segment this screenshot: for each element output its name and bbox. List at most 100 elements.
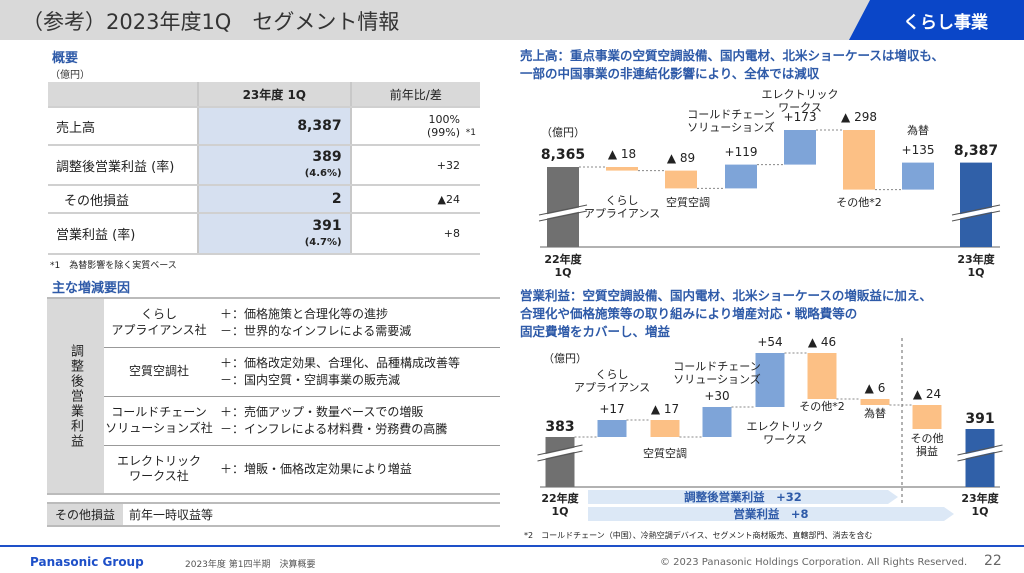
page-number: 22 — [984, 553, 1002, 569]
factor-minus: －：国内空質・空調事業の販売減 — [220, 372, 401, 387]
bar-increase — [902, 162, 934, 190]
bar-end — [960, 162, 992, 247]
factor-plus: ＋：売価アップ・数量ベースでの増販 — [220, 404, 424, 419]
factor-plus: ＋：増販・価格改定効果により増益 — [220, 461, 412, 476]
segment-tab: くらし事業 — [849, 0, 1024, 40]
row-diff: +8 — [350, 213, 480, 255]
data-label: ▲ 298 — [841, 110, 877, 124]
bar-increase — [755, 353, 785, 407]
category-label: コールドチェーン ソリューションズ — [673, 360, 761, 387]
summary-table: 23年度 1Q 前年比/差 売上高 8,387 100% (99%) *1 調整後営業利益… — [48, 82, 480, 255]
other-income-row: その他損益 前年一時収益等 — [47, 502, 500, 527]
data-label: +173 — [783, 110, 817, 124]
bar-decrease — [843, 130, 875, 190]
data-label: +17 — [599, 402, 625, 416]
table-row: その他損益 2 ▲24 — [48, 185, 480, 214]
category-label: 空質空調 — [643, 447, 687, 460]
axis-break — [537, 444, 583, 456]
factors-table: 調整後営業利益 くらし アプライアンス社 ＋：価格施策と合理化等の進捗 －：世界的なイ… — [47, 297, 500, 495]
data-label: ▲ 6 — [864, 381, 886, 395]
category-label: その他*2 — [836, 196, 882, 209]
category-label: 22年度 1Q — [544, 253, 582, 280]
category-label: その他*2 — [799, 400, 845, 413]
page-title: （参考）2023年度1Q セグメント情報 — [22, 10, 400, 34]
group-label: 調整後営業利益 — [47, 298, 104, 494]
factor-minus: －：世界的なインフレによる需要減 — [220, 323, 412, 338]
bar-decrease — [912, 405, 942, 429]
brand-logo: Panasonic Group — [30, 555, 144, 569]
bar-decrease — [807, 353, 837, 399]
operating-profit-arrow: 営業利益 +8 — [588, 507, 954, 521]
bar-start — [547, 167, 579, 247]
category-label: 23年度 1Q — [957, 253, 995, 280]
axis-break — [537, 446, 583, 460]
bar-decrease — [650, 420, 680, 437]
footer-line — [0, 545, 1024, 547]
axis-break — [951, 206, 1001, 220]
factor-plus: ＋：価格施策と合理化等の進捗 — [220, 306, 389, 321]
summary-footnote: *1 為替影響を除く実質ベース — [50, 261, 177, 271]
row-diff-real: (99%) — [426, 126, 460, 139]
axis-break — [951, 204, 1001, 216]
table-row: 調整後営業利益 くらし アプライアンス社 ＋：価格施策と合理化等の進捗 －：世界的なイ… — [47, 298, 500, 494]
summary-unit: （億円） — [50, 70, 90, 81]
unit-label: （億円） — [541, 126, 585, 139]
row-label: その他損益 — [48, 185, 198, 214]
category-label: くらし アプライアンス — [573, 368, 651, 395]
axis-break — [957, 450, 1003, 462]
category-label: 為替 — [864, 407, 886, 420]
bar-increase — [784, 130, 816, 165]
axis-break — [957, 444, 1003, 456]
factor-name: コールドチェーン ソリューションズ社 — [104, 396, 214, 446]
table-row: コールドチェーン ソリューションズ社 ＋：売価アップ・数量ベースでの増販 －：インフ… — [47, 396, 500, 446]
data-label: +54 — [757, 335, 783, 349]
chart1-title: 売上高：重点事業の空質空調設備、国内電材、北米ショーケースは増収も、 一部の中国… — [520, 48, 945, 81]
bar-increase — [702, 407, 732, 437]
table-row: 調整後営業利益 (率) 389 (4.6%) +32 — [48, 145, 480, 186]
row-rate: (4.7%) — [304, 236, 342, 248]
axis-break — [537, 450, 583, 462]
row-diff: 100% — [428, 113, 460, 126]
row-value: 389 — [312, 149, 342, 166]
unit-label: （億円） — [543, 352, 587, 365]
table-header: 23年度 1Q 前年比/差 — [48, 82, 480, 108]
row-value: 8,387 — [197, 107, 352, 146]
data-label: 8,365 — [540, 147, 586, 163]
row-value: 391 — [312, 217, 342, 234]
axis-break — [538, 210, 588, 222]
data-label: +135 — [901, 142, 935, 157]
data-label: +119 — [724, 144, 758, 159]
adjusted-profit-arrow: 調整後営業利益 +32 — [588, 490, 898, 504]
data-label: ▲ 46 — [807, 335, 837, 349]
factor-minus: －：インフレによる材料費・労務費の高騰 — [220, 421, 448, 436]
bar-increase — [725, 164, 757, 189]
category-label: エレクトリック ワークス — [746, 420, 824, 447]
factor-plus: ＋：価格改定効果、合理化、品種構成改善等 — [220, 355, 461, 370]
col-current: 23年度 1Q — [197, 82, 352, 108]
summary-heading: 概要 — [52, 51, 79, 66]
axis-break — [538, 206, 588, 220]
category-label: 23年度 1Q — [961, 492, 999, 519]
row-label: 営業利益 (率) — [48, 213, 198, 255]
chart-footnote: *2 コールドチェーン（中国）、冷熱空調デバイス、セグメント商材販売、直轄部門、… — [524, 531, 873, 540]
row-value: 2 — [197, 185, 352, 214]
doc-title: 2023年度 第1四半期 決算概要 — [185, 560, 316, 570]
bar-decrease — [606, 167, 638, 171]
category-label: その他 損益 — [910, 432, 944, 459]
factors-heading: 主な増減要因 — [52, 281, 131, 296]
data-label: ▲ 89 — [666, 150, 696, 165]
category-label: エレクトリック ワークス — [761, 88, 839, 115]
category-label: くらし アプライアンス — [583, 194, 661, 221]
row-label: 調整後営業利益 (率) — [48, 145, 198, 186]
other-label: その他損益 — [47, 504, 123, 525]
factor-name: エレクトリック ワークス社 — [116, 453, 201, 484]
data-label: 8,387 — [953, 142, 999, 159]
row-rate: (4.6%) — [304, 168, 342, 179]
table-row: 売上高 8,387 100% (99%) *1 — [48, 107, 480, 146]
bar-increase — [597, 420, 627, 437]
category-label: 22年度 1Q — [541, 492, 579, 519]
row-diff: +32 — [350, 145, 480, 186]
data-label: ▲ 17 — [650, 402, 680, 416]
data-label: 383 — [545, 419, 575, 435]
